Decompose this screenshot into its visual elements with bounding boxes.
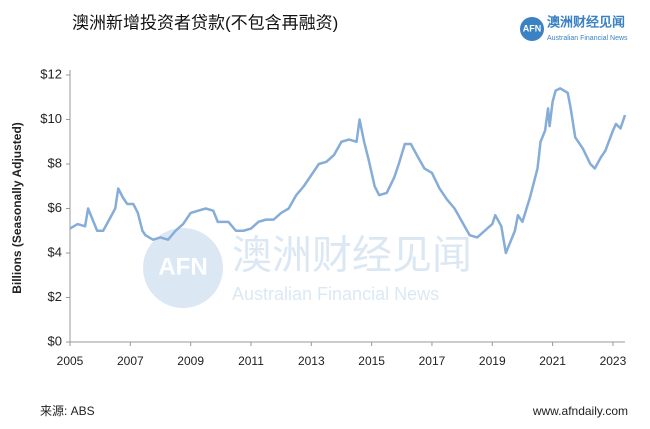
x-tick-label: 2013 bbox=[298, 354, 325, 368]
x-tick-label: 2019 bbox=[479, 354, 506, 368]
watermark-mark: AFN bbox=[158, 253, 207, 280]
logo-tagline: Australian Financial News bbox=[547, 35, 628, 42]
x-tick-label: 2007 bbox=[117, 354, 144, 368]
y-tick-label: $0 bbox=[48, 333, 62, 348]
x-tick-label: 2017 bbox=[419, 354, 446, 368]
watermark-tagline: Australian Financial News bbox=[232, 284, 439, 304]
y-tick-label: $6 bbox=[48, 200, 62, 215]
x-tick-label: 2009 bbox=[177, 354, 204, 368]
x-tick-label: 2023 bbox=[600, 354, 627, 368]
watermark-circle bbox=[143, 228, 223, 308]
y-tick-label: $10 bbox=[40, 111, 62, 126]
chart-title: 澳洲新增投资者贷款(不包含再融资) bbox=[72, 13, 338, 32]
data-line bbox=[69, 87, 627, 255]
y-tick-label: $4 bbox=[48, 244, 62, 259]
source: 来源: ABS bbox=[40, 404, 95, 418]
x-tick-label: 2015 bbox=[358, 354, 385, 368]
logo-name: 澳洲财经见闻 bbox=[547, 14, 625, 29]
logo-circle bbox=[520, 17, 544, 41]
x-tick-label: 2021 bbox=[539, 354, 566, 368]
watermark: AFN 澳洲财经见闻 Australian Financial News bbox=[143, 228, 472, 308]
watermark-name: 澳洲财经见闻 bbox=[232, 234, 472, 278]
y-tick-label: $2 bbox=[48, 289, 62, 304]
x-tick-label: 2005 bbox=[57, 354, 84, 368]
y-tick-label: $8 bbox=[48, 155, 62, 170]
y-tick-label: $12 bbox=[40, 66, 62, 81]
website: www.afndaily.com bbox=[532, 404, 628, 418]
y-axis-label: Billions (Seasonally Adjusted) bbox=[10, 122, 24, 294]
logo-mark: AFN bbox=[523, 23, 542, 33]
x-tick-label: 2011 bbox=[238, 354, 264, 368]
